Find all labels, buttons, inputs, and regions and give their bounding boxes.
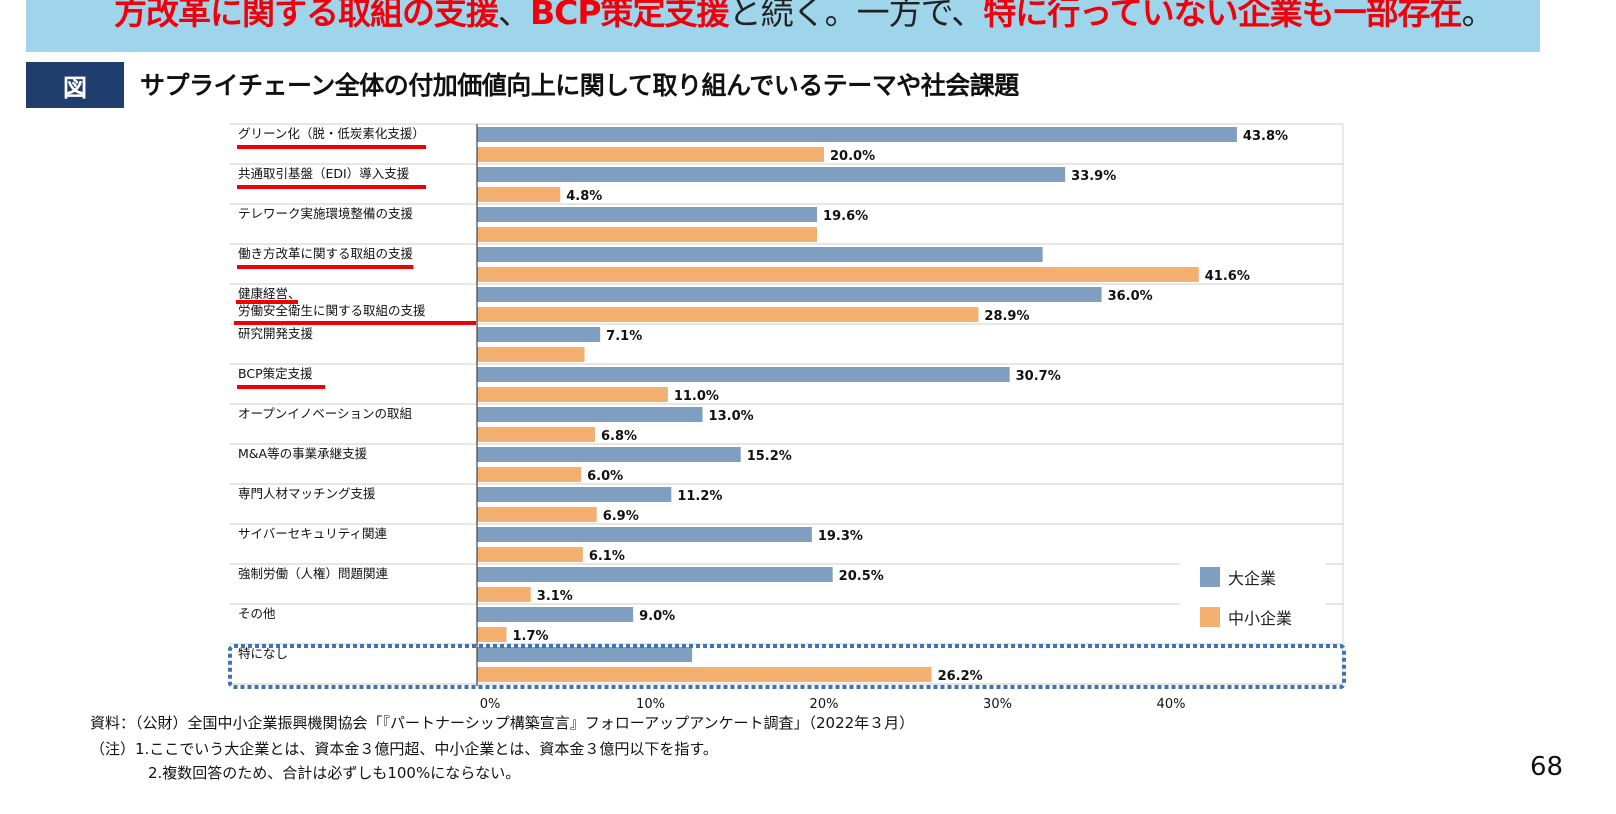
sme-bar [477,307,979,322]
data-label: 19.6% [823,209,868,224]
large-company-bar [477,247,1043,262]
banner-segment: 特に行っていない企業も一部存在 [983,0,1462,32]
data-label: 11.0% [674,389,719,404]
category-label: 専門人材マッチング支援 [238,486,376,501]
summary-banner: 方改革に関する取組の支援、BCP策定支援と続く。一方で、特に行っていない企業も一… [26,0,1540,52]
data-label: 41.6% [1205,269,1250,284]
sme-bar [477,387,668,402]
banner-segment: 、 [498,0,531,32]
figure-badge: 図 [26,62,124,108]
x-tick-label: 0% [480,697,501,712]
banner-segment: 。 [1461,0,1495,32]
data-label: 6.1% [589,549,625,564]
banner-segment: 方改革に関する取組の支援 [114,0,499,32]
red-underline [237,385,326,389]
category-label: 働き方改革に関する取組の支援 [238,246,414,261]
data-label: 6.9% [603,509,639,524]
data-label: 15.2% [747,449,792,464]
large-company-bar [477,367,1010,382]
sme-bar [477,467,582,482]
sme-bar [477,347,585,362]
legend-swatch [1200,567,1220,587]
sme-bar [477,187,561,202]
large-company-bar [477,287,1102,302]
x-tick-label: 10% [636,697,665,712]
data-label: 6.8% [601,429,637,444]
x-tick-label: 20% [810,697,839,712]
sme-bar [477,227,818,242]
sme-bar [477,507,597,522]
sme-bar [477,667,932,682]
large-company-bar [477,607,634,622]
category-label: 健康経営、 [238,286,301,301]
data-label: 28.9% [984,309,1029,324]
legend-label: 大企業 [1228,569,1276,588]
sme-bar [477,427,595,442]
category-label: BCP策定支援 [238,366,313,381]
category-label: サイバーセキュリティ関連 [238,526,388,541]
large-company-bar [477,447,741,462]
data-label: 26.2% [938,669,983,684]
data-label: 9.0% [639,609,675,624]
banner-segment: BCP策定支援 [530,0,730,32]
red-underline [234,321,476,325]
category-label: 強制労働（人権）問題関連 [238,566,389,581]
red-underline [236,300,298,304]
data-label: 33.9% [1071,169,1116,184]
summary-text: 方改革に関する取組の支援、BCP策定支援と続く。一方で、特に行っていない企業も一… [114,0,1495,34]
category-label: その他 [238,606,276,621]
red-underline [237,145,426,149]
x-tick-label: 40% [1157,697,1186,712]
sme-bar [477,587,531,602]
data-label: 43.8% [1243,129,1288,144]
data-label: 19.3% [818,529,863,544]
data-label: 4.8% [566,189,602,204]
category-label: 研究開発支援 [238,326,314,341]
data-label: 11.2% [677,489,722,504]
banner-segment: と続く。一方で、 [728,0,985,32]
footnote-1: （注）1.ここでいう大企業とは、資本金３億円超、中小企業とは、資本金３億円以下を… [90,740,718,758]
sme-bar [477,267,1199,282]
data-label: 20.0% [830,149,875,164]
data-label: 36.0% [1108,289,1153,304]
large-company-bar [477,127,1237,142]
category-label: M&A等の事業承継支援 [238,446,368,461]
red-underline [237,265,414,269]
large-company-bar [477,647,693,662]
data-label: 30.7% [1016,369,1061,384]
category-label: オープンイノベーションの取組 [238,406,412,421]
sme-bar [477,627,507,642]
figure-title: サプライチェーン全体の付加価値向上に関して取り組んでいるテーマや社会課題 [140,71,1019,100]
legend-swatch [1200,607,1220,627]
large-company-bar [477,207,818,222]
category-label: 共通取引基盤（EDI）導入支援 [238,166,410,181]
red-underline [237,185,426,189]
data-label: 7.1% [606,329,642,344]
legend-label: 中小企業 [1228,609,1292,628]
source-note: 資料：（公財）全国中小企業振興機関協会「『パートナーシップ構築宣言』フォローアッ… [90,714,915,732]
category-label: 労働安全衛生に関する取組の支援 [238,303,426,318]
sme-bar [477,547,583,562]
data-label: 1.7% [512,629,548,644]
large-company-bar [477,407,703,422]
sme-bar [477,147,824,162]
category-label: グリーン化（脱・低炭素化支援） [238,126,425,141]
data-label: 3.1% [537,589,573,604]
highlight-box [228,644,1346,689]
large-company-bar [477,527,812,542]
data-label: 20.5% [839,569,884,584]
large-company-bar [477,167,1066,182]
large-company-bar [477,487,672,502]
page-number: 68 [1530,752,1564,782]
x-tick-label: 30% [983,697,1012,712]
large-company-bar [477,327,601,342]
footnote-2: 2.複数回答のため、合計は必ずしも100%にならない。 [148,764,521,782]
large-company-bar [477,567,833,582]
category-label: 特になし [238,646,288,661]
category-label: テレワーク実施環境整備の支援 [238,206,414,221]
data-label: 6.0% [587,469,623,484]
data-label: 13.0% [709,409,754,424]
